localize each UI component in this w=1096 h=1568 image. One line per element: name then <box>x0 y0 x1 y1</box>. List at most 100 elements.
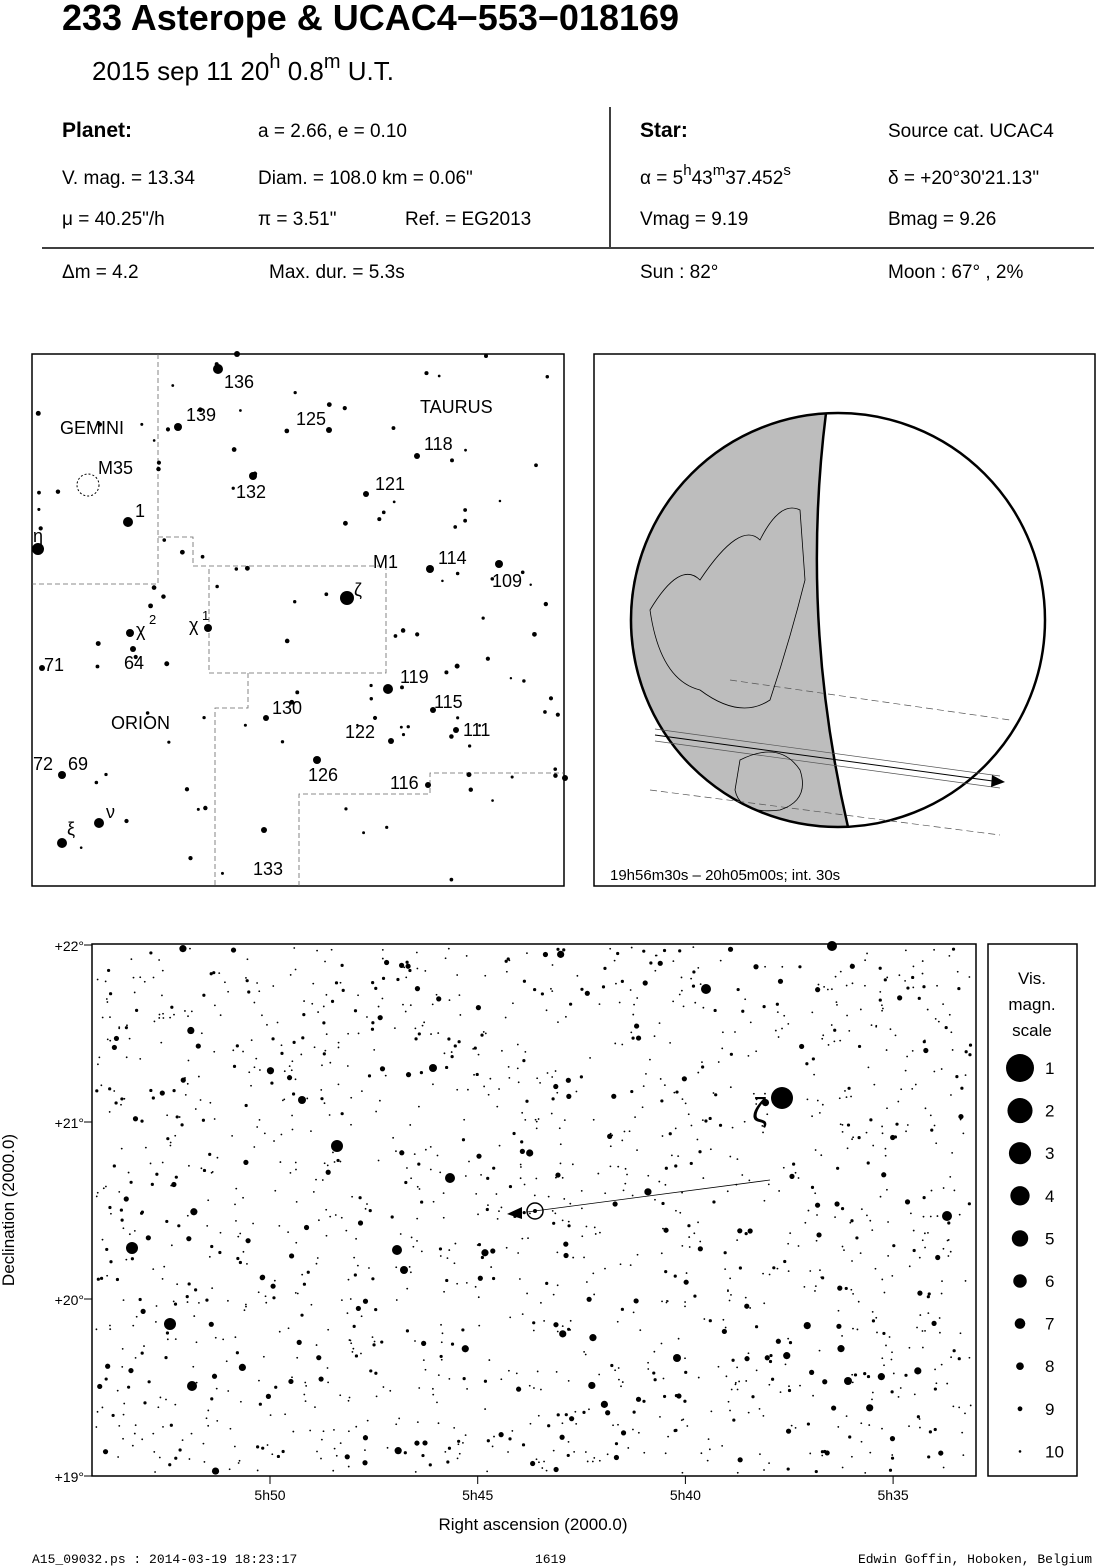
chart-star <box>483 1085 486 1088</box>
chart-star <box>219 1014 222 1017</box>
chart-star <box>664 1183 667 1186</box>
chart-star <box>464 1175 467 1177</box>
chart-star <box>192 1365 195 1368</box>
chart-star <box>141 1438 144 1441</box>
chart-star <box>879 990 882 993</box>
chart-star <box>207 1424 210 1427</box>
map-star <box>522 679 526 683</box>
chart-star <box>642 949 646 953</box>
map-star <box>490 577 495 581</box>
map-star <box>456 716 460 720</box>
chart-star <box>755 1050 758 1053</box>
map-star <box>466 772 472 778</box>
chart-star <box>412 1245 415 1248</box>
chart-star <box>395 1423 398 1426</box>
chart-star <box>937 1020 940 1023</box>
chart-star <box>195 1381 198 1384</box>
chart-star <box>864 1471 867 1474</box>
chart-star <box>324 960 326 963</box>
chart-star <box>118 1027 121 1030</box>
chart-star <box>545 1281 549 1285</box>
chart-star <box>893 1135 898 1139</box>
map-star <box>543 601 549 607</box>
chart-star <box>868 1424 871 1426</box>
chart-star <box>310 1303 313 1306</box>
chart-star <box>725 1375 728 1378</box>
chart-star <box>681 1076 687 1082</box>
chart-star <box>706 1459 709 1462</box>
chart-star <box>512 1002 514 1005</box>
chart-star <box>294 1078 297 1081</box>
chart-star <box>611 1134 614 1137</box>
chart-star <box>810 1185 815 1190</box>
chart-star <box>105 1185 107 1188</box>
chart-star <box>729 1086 732 1089</box>
chart-star <box>229 1427 232 1430</box>
chart-star <box>724 1326 727 1329</box>
chart-star <box>439 1354 443 1359</box>
chart-star <box>274 1385 278 1389</box>
chart-star <box>553 1322 559 1328</box>
chart-star <box>532 1329 535 1332</box>
chart-star <box>441 1332 444 1335</box>
chart-star <box>598 1459 601 1462</box>
chart-star <box>381 976 386 980</box>
chart-star <box>744 1356 750 1362</box>
chart-star <box>586 1460 589 1463</box>
chart-star <box>280 1133 283 1136</box>
map-star <box>553 767 558 771</box>
chart-star <box>781 1027 783 1030</box>
chart-star <box>150 1182 154 1186</box>
y-tick-label: +22° <box>55 938 84 954</box>
map-star <box>293 391 297 395</box>
chart-star <box>593 1457 596 1459</box>
map-label: 114 <box>438 548 467 568</box>
chart-star <box>105 1247 109 1252</box>
chart-star <box>356 1264 359 1267</box>
earth-limb <box>629 411 1047 829</box>
chart-star <box>161 1278 164 1280</box>
chart-star <box>737 1228 743 1234</box>
map-star <box>392 500 396 504</box>
chart-star <box>574 1410 577 1413</box>
chart-star <box>377 1159 380 1162</box>
chart-star <box>555 1371 558 1373</box>
chart-star <box>887 1255 890 1257</box>
chart-star <box>536 1370 539 1373</box>
chart-star <box>875 1316 878 1319</box>
chart-star <box>693 1232 696 1235</box>
chart-star <box>274 1189 277 1192</box>
chart-star <box>139 1211 144 1215</box>
chart-star <box>450 1055 454 1059</box>
chart-star <box>845 984 848 987</box>
chart-star <box>357 994 359 997</box>
chart-star <box>381 948 384 951</box>
asteroid-arrow <box>507 1207 522 1219</box>
chart-star <box>964 1412 966 1415</box>
map-label: M1 <box>373 552 398 572</box>
legend-dot <box>1018 1450 1022 1453</box>
chart-star <box>761 1098 770 1107</box>
chart-star <box>877 1373 885 1381</box>
chart-star <box>665 1301 668 1304</box>
chart-star <box>295 1241 298 1244</box>
chart-star <box>585 1281 588 1283</box>
chart-star <box>373 1048 376 1051</box>
map-star <box>161 594 166 599</box>
chart-star <box>554 1212 557 1215</box>
chart-star <box>833 1040 836 1043</box>
chart-star <box>569 1002 573 1006</box>
chart-star <box>619 1263 622 1266</box>
chart-star <box>186 1214 189 1217</box>
chart-star <box>582 1410 586 1414</box>
map-star <box>123 517 133 527</box>
y-axis-label: Declination (2000.0) <box>0 1134 18 1286</box>
chart-star <box>409 1124 412 1126</box>
chart-star <box>749 1021 752 1024</box>
chart-star <box>209 1101 212 1104</box>
map-star <box>261 827 267 833</box>
chart-star <box>741 1174 744 1176</box>
chart-star <box>102 1449 109 1455</box>
chart-star <box>134 1424 137 1427</box>
chart-star <box>536 1077 539 1080</box>
